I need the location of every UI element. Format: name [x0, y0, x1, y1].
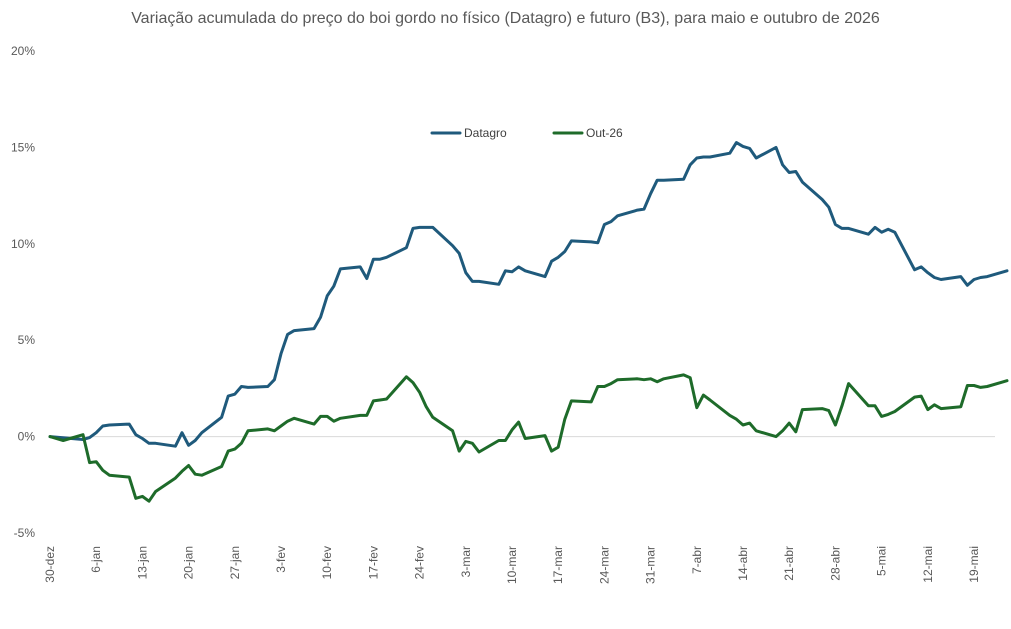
x-tick-label: 3-fev: [274, 546, 288, 573]
x-tick-label: 24-mar: [597, 546, 611, 584]
x-tick-label: 10-fev: [320, 546, 334, 579]
x-tick-label: 10-mar: [505, 546, 519, 584]
chart-title: Variação acumulada do preço do boi gordo…: [131, 10, 880, 27]
x-tick-label: 14-abr: [736, 546, 750, 581]
y-tick-label: 20%: [11, 44, 35, 58]
x-tick-label: 27-jan: [228, 546, 242, 579]
x-tick-label: 20-jan: [182, 546, 196, 579]
y-tick-label: 15%: [11, 140, 35, 154]
legend-label-out-26: Out-26: [586, 126, 623, 140]
x-tick-label: 13-jan: [135, 546, 149, 579]
x-tick-label: 12-mai: [921, 546, 935, 583]
x-tick-label: 30-dez: [43, 546, 57, 583]
x-tick-label: 6-jan: [89, 546, 103, 573]
x-tick-label: 17-fev: [366, 546, 380, 579]
x-tick-label: 21-abr: [782, 546, 796, 581]
y-tick-label: -5%: [14, 526, 36, 540]
x-tick-label: 3-mar: [459, 546, 473, 577]
x-tick-label: 31-mar: [644, 546, 658, 584]
x-tick-label: 17-mar: [551, 546, 565, 584]
x-tick-label: 7-abr: [690, 546, 704, 574]
x-tick-label: 5-mai: [875, 546, 889, 576]
series-line-out-26: [48, 373, 1009, 503]
x-tick-label: 28-abr: [828, 546, 842, 581]
legend-label-datagro: Datagro: [464, 126, 507, 140]
y-tick-label: 5%: [18, 333, 36, 347]
y-tick-label: 0%: [18, 430, 36, 444]
x-tick-label: 19-mai: [967, 546, 981, 583]
series-line-datagro: [48, 141, 1009, 448]
x-tick-label: 24-fev: [413, 546, 427, 579]
y-tick-label: 10%: [11, 237, 35, 251]
